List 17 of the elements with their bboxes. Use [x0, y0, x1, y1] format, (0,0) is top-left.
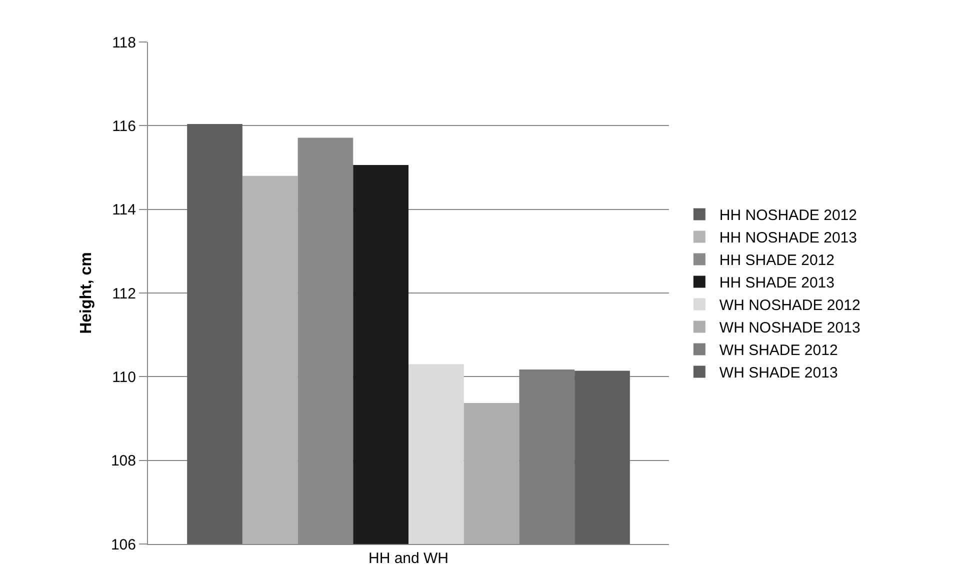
y-tick-label: 118 — [112, 34, 136, 52]
legend-label: WH NOSHADE 2012 — [719, 297, 860, 314]
y-tick-label: 114 — [112, 202, 136, 219]
legend-label: WH SHADE 2013 — [719, 364, 838, 382]
y-tick-label: 106 — [110, 536, 136, 554]
y-tick-label: 108 — [110, 452, 136, 470]
legend-label: WH NOSHADE 2013 — [719, 320, 860, 337]
legend-label: WH SHADE 2012 — [719, 342, 838, 360]
legend-label: HH NOSHADE 2013 — [719, 230, 857, 247]
y-tick-label: 110 — [112, 368, 136, 386]
legend-label: HH SHADE 2012 — [719, 252, 834, 270]
legend-label: HH SHADE 2013 — [719, 274, 834, 292]
y-axis-title: Height, cm — [78, 252, 95, 334]
x-tick-label: HH and WH — [368, 550, 449, 567]
y-tick-label: 116 — [112, 118, 136, 135]
legend-label: HH NOSHADE 2012 — [719, 207, 857, 224]
y-tick-label: 112 — [112, 285, 136, 302]
